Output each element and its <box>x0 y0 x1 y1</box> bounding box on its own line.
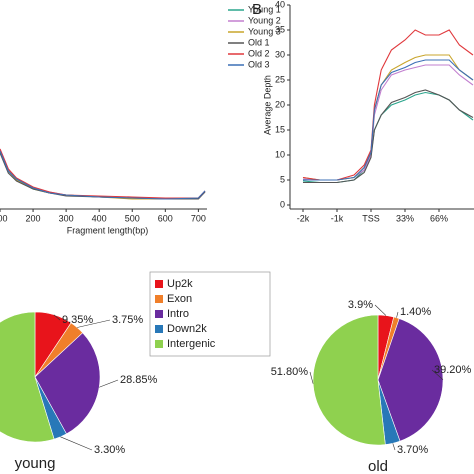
pie-slice <box>312 314 386 446</box>
y-axis-label: Average Depth <box>262 75 272 135</box>
y-tick-label: 25 <box>275 74 285 84</box>
legend-label: Exon <box>167 293 192 305</box>
data-label: 39.20% <box>434 364 472 376</box>
leader-line <box>374 304 387 316</box>
leader-line <box>53 314 61 321</box>
legend-label: Up2k <box>167 278 193 290</box>
data-label: 28.85% <box>120 374 158 386</box>
x-tick-label: 100 <box>0 213 8 223</box>
x-tick-label: -1k <box>331 213 344 223</box>
x-tick-label: 300 <box>59 213 74 223</box>
legend-label: Old 2 <box>248 48 270 58</box>
series-line <box>302 29 474 181</box>
leader-line <box>396 311 399 318</box>
x-tick-label: 33% <box>396 213 414 223</box>
x-tick-label: 66% <box>430 213 448 223</box>
x-tick-label: 400 <box>92 213 107 223</box>
data-label: 51.80% <box>271 366 309 378</box>
legend-swatch <box>155 340 163 348</box>
series-line <box>0 148 206 199</box>
legend-label: Young 2 <box>248 15 281 25</box>
legend-label: Intro <box>167 308 189 320</box>
legend-label: Old 3 <box>248 59 270 69</box>
pie-slice <box>34 332 101 435</box>
y-tick-label: 35 <box>275 24 285 34</box>
pie-slice <box>0 311 55 443</box>
data-label: 1.40% <box>400 306 431 318</box>
leader-line <box>99 379 119 388</box>
y-tick-label: 15 <box>275 124 285 134</box>
x-tick-label: 600 <box>158 213 173 223</box>
data-label: 3.9% <box>348 299 373 311</box>
y-tick-label: 40 <box>275 0 285 9</box>
series-line <box>0 150 206 200</box>
pie-title: old <box>368 458 388 474</box>
series-line <box>303 89 474 184</box>
legend-label: Old 1 <box>248 37 270 47</box>
panel-label: B <box>252 1 262 18</box>
legend-swatch <box>155 325 163 333</box>
x-tick-label: 200 <box>26 213 41 223</box>
y-tick-label: 30 <box>275 49 285 59</box>
legend-swatch <box>155 280 163 288</box>
series-line <box>0 150 206 200</box>
leader-line <box>77 319 111 328</box>
series-line <box>0 148 206 199</box>
x-tick-label: 700 <box>191 213 206 223</box>
legend-label: Young 3 <box>248 26 281 36</box>
legend-swatch <box>155 295 163 303</box>
data-label: 9.35% <box>62 314 93 326</box>
y-tick-label: 0 <box>280 199 285 209</box>
data-label: 3.70% <box>397 444 428 456</box>
x-tick-label: 500 <box>125 213 140 223</box>
pie-title: young <box>15 455 56 472</box>
x-axis-label: Fragment length(bp) <box>67 225 149 235</box>
x-tick-label: TSS <box>362 213 380 223</box>
leader-line <box>392 443 396 451</box>
leader-line <box>431 369 444 380</box>
series-line <box>302 54 474 181</box>
legend-label: Down2k <box>167 323 207 335</box>
data-label: 3.30% <box>94 444 125 456</box>
series-line <box>0 152 206 200</box>
series-line <box>303 59 474 181</box>
x-tick-label: -2k <box>297 213 310 223</box>
series-line <box>302 64 474 181</box>
legend-box <box>149 271 271 357</box>
y-tick-label: 5 <box>280 174 285 184</box>
legend-swatch <box>155 310 163 318</box>
leader-line <box>60 436 93 451</box>
data-label: 3.75% <box>112 314 143 326</box>
leader-line <box>309 371 314 384</box>
series-line <box>0 150 206 199</box>
y-tick-label: 10 <box>275 149 285 159</box>
legend-label: Intergenic <box>167 338 216 350</box>
y-tick-label: 20 <box>275 99 285 109</box>
legend-label: Young 1 <box>248 4 281 14</box>
